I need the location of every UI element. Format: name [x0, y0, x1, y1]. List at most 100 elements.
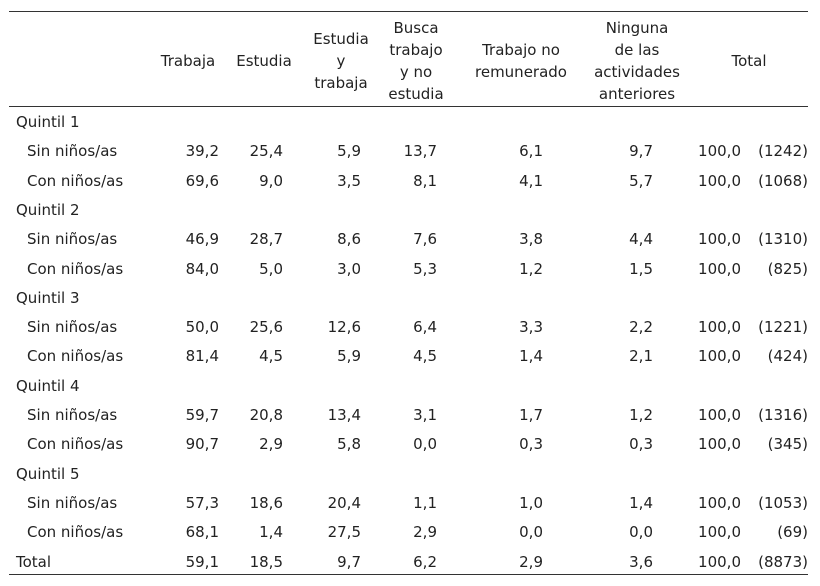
- cell-value: 1,4: [259, 523, 283, 542]
- column-header: Estudia y trabaja: [305, 17, 377, 105]
- column-header: Trabaja: [155, 17, 221, 105]
- cell-value: 3,6: [629, 552, 653, 571]
- column-header: Trabajo no remunerado: [465, 17, 577, 105]
- cell-value: 100,0: [698, 523, 741, 542]
- cell-value: 25,4: [249, 142, 283, 161]
- row-label: Sin niños/as: [27, 230, 118, 249]
- cell-value: 3,5: [337, 171, 361, 190]
- cell-value: 100,0: [698, 171, 741, 190]
- cell-value: 3,0: [337, 259, 361, 278]
- group-header-row: Quintil 4: [0, 372, 820, 401]
- table-row: Sin niños/as 59,7 20,8 13,4 3,1 1,7 1,2 100,0 (1…: [0, 401, 820, 430]
- table-row: Sin niños/as 39,2 25,4 5,9 13,7 6,1 9,7 100,0 (1…: [0, 137, 820, 166]
- cell-value: 100,0: [698, 406, 741, 424]
- cell-value: 7,6: [413, 230, 437, 249]
- cell-value: 2,9: [259, 435, 283, 454]
- group-header-row: Quintil 3: [0, 284, 820, 313]
- cell-count: (69): [777, 523, 808, 542]
- row-label: Quintil 5: [16, 464, 80, 483]
- cell-value: 13,4: [327, 406, 361, 424]
- column-header-label: Trabajo no remunerado: [475, 41, 567, 81]
- column-header: Ninguna de las actividades anteriores: [585, 17, 689, 105]
- cell-value: 68,1: [185, 523, 219, 542]
- table-row: Con niños/as 68,1 1,4 27,5 2,9 0,0 0,0 100,0 (69…: [0, 518, 820, 547]
- cell-value: 1,7: [519, 406, 543, 424]
- row-label: Con niños/as: [27, 435, 124, 454]
- cell-value: 100,0: [698, 347, 741, 366]
- cell-value: 69,6: [185, 171, 219, 190]
- cell-value: 3,3: [519, 318, 543, 337]
- table-row: Con niños/as 69,6 9,0 3,5 8,1 4,1 5,7 100,0 (106…: [0, 167, 820, 196]
- cell-value: 4,4: [629, 230, 653, 249]
- cell-value: 2,9: [413, 523, 437, 542]
- cell-value: 1,1: [413, 493, 437, 512]
- cell-value: 9,7: [629, 142, 653, 161]
- header-rule: [9, 106, 808, 107]
- row-label: Quintil 2: [16, 200, 80, 219]
- cell-value: 27,5: [327, 523, 361, 542]
- cell-value: 0,3: [629, 435, 653, 454]
- cell-value: 18,5: [249, 552, 283, 571]
- cell-value: 25,6: [249, 318, 283, 337]
- cell-value: 100,0: [698, 435, 741, 454]
- cell-count: (1242): [758, 142, 808, 161]
- cell-value: 0,3: [519, 435, 543, 454]
- cell-value: 28,7: [249, 230, 283, 249]
- cell-value: 5,9: [337, 347, 361, 366]
- column-header: Busca trabajo y no estudia: [378, 17, 454, 105]
- cell-value: 81,4: [185, 347, 219, 366]
- cell-value: 84,0: [185, 259, 219, 278]
- row-label: Total: [16, 552, 52, 571]
- cell-count: (1221): [758, 318, 808, 337]
- row-label: Quintil 1: [16, 113, 80, 131]
- cell-value: 59,7: [185, 406, 219, 424]
- cell-value: 1,2: [519, 259, 543, 278]
- cell-value: 1,2: [629, 406, 653, 424]
- cell-value: 8,1: [413, 171, 437, 190]
- table-row: Con niños/as 84,0 5,0 3,0 5,3 1,2 1,5 100,0 (825…: [0, 255, 820, 284]
- cell-value: 50,0: [185, 318, 219, 337]
- cell-value: 5,7: [629, 171, 653, 190]
- cell-value: 2,9: [519, 552, 543, 571]
- cell-value: 6,4: [413, 318, 437, 337]
- group-header-row: Quintil 1: [0, 108, 820, 137]
- cell-value: 1,0: [519, 493, 543, 512]
- cell-value: 9,0: [259, 171, 283, 190]
- cell-value: 20,4: [327, 493, 361, 512]
- cell-count: (8873): [758, 552, 808, 571]
- cell-value: 100,0: [698, 230, 741, 249]
- cell-value: 100,0: [698, 318, 741, 337]
- table-row: Sin niños/as 57,3 18,6 20,4 1,1 1,0 1,4 100,0 (1…: [0, 489, 820, 518]
- cell-value: 13,7: [403, 142, 437, 161]
- cell-value: 0,0: [519, 523, 543, 542]
- column-header: Estudia: [230, 17, 298, 105]
- cell-value: 1,4: [519, 347, 543, 366]
- table-row: Sin niños/as 50,0 25,6 12,6 6,4 3,3 2,2 100,0 (1…: [0, 313, 820, 342]
- cell-value: 57,3: [185, 493, 219, 512]
- cell-value: 3,1: [413, 406, 437, 424]
- cell-value: 59,1: [185, 552, 219, 571]
- cell-value: 5,8: [337, 435, 361, 454]
- cell-count: (1310): [758, 230, 808, 249]
- row-label: Con niños/as: [27, 171, 124, 190]
- row-label: Con niños/as: [27, 523, 124, 542]
- cell-value: 12,6: [327, 318, 361, 337]
- cell-value: 4,1: [519, 171, 543, 190]
- cell-value: 3,8: [519, 230, 543, 249]
- bottom-rule: [9, 574, 808, 575]
- cell-value: 0,0: [413, 435, 437, 454]
- cell-value: 8,6: [337, 230, 361, 249]
- row-label: Sin niños/as: [27, 406, 118, 424]
- cell-value: 90,7: [185, 435, 219, 454]
- table-row: Con niños/as 81,4 4,5 5,9 4,5 1,4 2,1 100,0 (424…: [0, 342, 820, 371]
- cell-value: 100,0: [698, 259, 741, 278]
- row-label: Con niños/as: [27, 347, 124, 366]
- cell-count: (1053): [758, 493, 808, 512]
- table-row: Sin niños/as 46,9 28,7 8,6 7,6 3,8 4,4 100,0 (13…: [0, 225, 820, 254]
- cell-value: 5,0: [259, 259, 283, 278]
- cell-value: 5,9: [337, 142, 361, 161]
- cell-value: 100,0: [698, 493, 741, 512]
- cell-value: 1,5: [629, 259, 653, 278]
- cell-value: 20,8: [249, 406, 283, 424]
- cell-value: 39,2: [185, 142, 219, 161]
